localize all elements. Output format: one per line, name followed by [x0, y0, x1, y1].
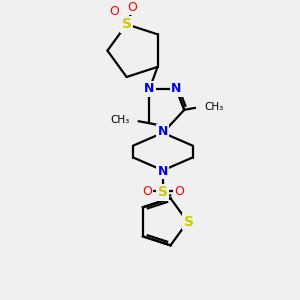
Text: O: O [174, 184, 184, 198]
Text: N: N [158, 125, 168, 138]
Text: N: N [158, 165, 168, 178]
Text: N: N [144, 82, 154, 95]
Text: CH₃: CH₃ [204, 102, 223, 112]
Text: S: S [184, 215, 194, 229]
Text: CH₃: CH₃ [110, 115, 130, 125]
Text: S: S [122, 17, 132, 31]
Text: S: S [158, 185, 168, 199]
Text: N: N [171, 82, 181, 95]
Text: O: O [142, 184, 152, 198]
Text: O: O [128, 1, 137, 14]
Text: O: O [109, 5, 119, 18]
